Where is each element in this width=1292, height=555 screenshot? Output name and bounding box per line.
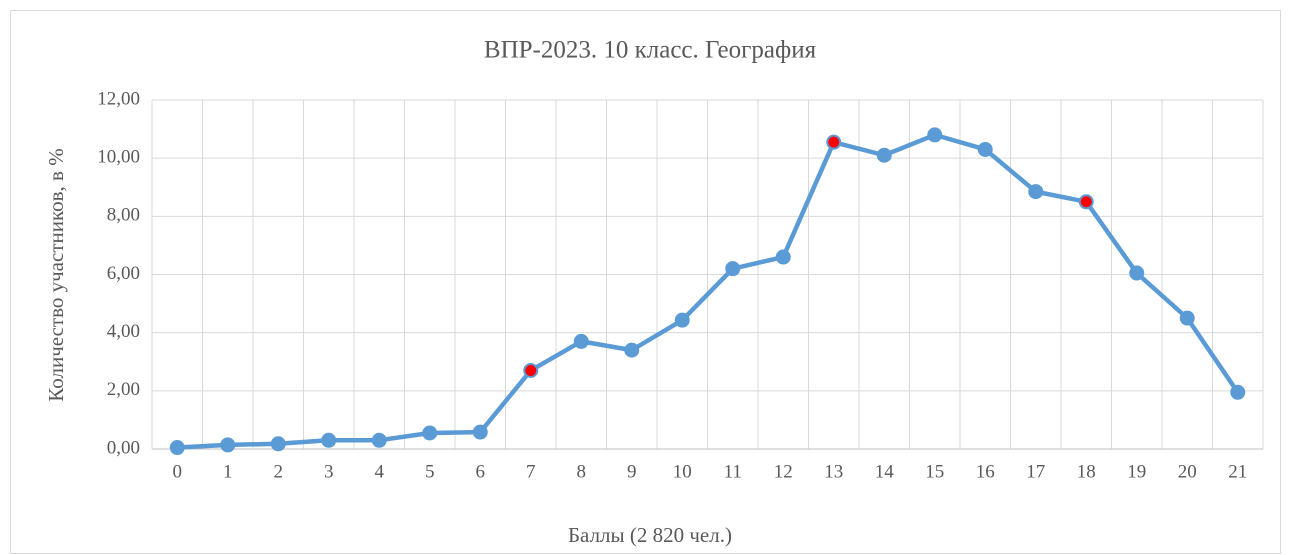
marker [422, 425, 438, 441]
x-tick-label: 16 [976, 461, 995, 482]
y-tick-label: 8,00 [107, 205, 140, 226]
marker [270, 436, 286, 452]
marker [523, 362, 539, 378]
y-tick-label: 0,00 [107, 437, 140, 458]
x-tick-label: 18 [1077, 461, 1096, 482]
x-tick-label: 14 [875, 461, 895, 482]
x-tick-label: 3 [324, 461, 334, 482]
marker [624, 342, 640, 358]
x-tick-label: 21 [1228, 461, 1247, 482]
chart-border [10, 10, 1281, 554]
x-tick-label: 0 [173, 461, 183, 482]
marker [1028, 184, 1044, 200]
y-tick-label: 12,00 [97, 88, 140, 109]
x-tick-label: 5 [425, 461, 435, 482]
marker [1078, 194, 1094, 210]
marker [169, 440, 185, 456]
x-tick-label: 20 [1178, 461, 1197, 482]
x-tick-label: 19 [1127, 461, 1146, 482]
marker [220, 437, 236, 453]
x-tick-label: 17 [1026, 461, 1045, 482]
x-tick-label: 1 [223, 461, 233, 482]
marker [1230, 384, 1246, 400]
marker [371, 432, 387, 448]
marker [876, 147, 892, 163]
marker [927, 127, 943, 143]
marker [674, 312, 690, 328]
marker [1179, 310, 1195, 326]
x-tick-label: 2 [274, 461, 284, 482]
marker [725, 261, 741, 277]
chart-title: ВПР-2023. 10 класс. География [484, 37, 817, 64]
y-tick-label: 6,00 [107, 263, 140, 284]
line [177, 132, 1240, 450]
x-tick-label: 13 [824, 461, 843, 482]
marker [826, 134, 842, 150]
marker [573, 333, 589, 349]
x-tick-label: 6 [476, 461, 486, 482]
marker [321, 432, 337, 448]
x-axis-label: Баллы (2 820 чел.) [568, 523, 732, 547]
marker [472, 424, 488, 440]
x-tick-label: 12 [774, 461, 793, 482]
x-tick-label: 9 [627, 461, 637, 482]
y-tick-label: 2,00 [107, 379, 140, 400]
y-tick-label: 10,00 [97, 147, 140, 168]
marker [1129, 265, 1145, 281]
marker [977, 141, 993, 157]
x-tick-label: 7 [526, 461, 536, 482]
x-tick-label: 4 [375, 461, 385, 482]
x-tick-label: 8 [577, 461, 587, 482]
y-tick-label: 4,00 [107, 321, 140, 342]
x-tick-label: 15 [925, 461, 944, 482]
x-tick-label: 11 [724, 461, 742, 482]
x-tick-label: 10 [673, 461, 692, 482]
marker [775, 249, 791, 265]
y-axis-label: Количество участников, в % [44, 148, 68, 401]
